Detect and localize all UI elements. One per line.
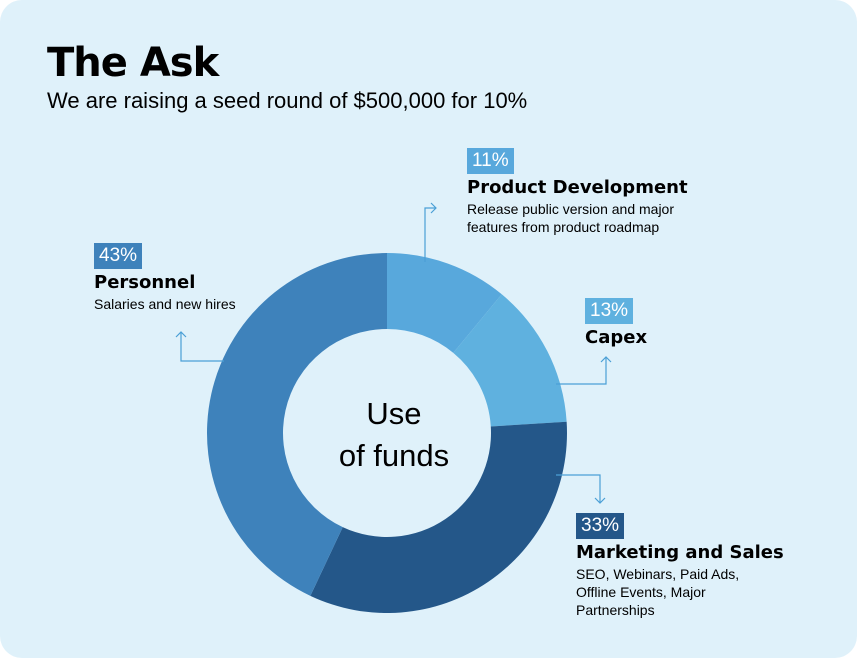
arrow-marketing (594, 497, 606, 504)
callout-desc-marketing-2: Offline Events, Major (576, 584, 706, 600)
callout-title-marketing: Marketing and Sales (576, 542, 784, 563)
callout-desc-marketing-3: Partnerships (576, 602, 655, 618)
page-subtitle: We are raising a seed round of $500,000 … (47, 88, 528, 113)
leader-line-marketing (556, 474, 601, 503)
callout-title-personnel: Personnel (94, 272, 196, 293)
callout-desc-product-2: features from product roadmap (467, 219, 660, 235)
donut-slice-personnel (206, 253, 387, 596)
callout-personnel: 43% Personnel Salaries and new hires (94, 243, 236, 313)
arrow-personnel (175, 331, 187, 338)
leader-line-personnel (180, 332, 224, 362)
callout-capex: 13% Capex (585, 298, 647, 350)
callout-title-capex: Capex (585, 327, 648, 348)
page-title: The Ask (47, 40, 219, 86)
donut-slice-marketing-and-sales (310, 421, 567, 614)
callout-desc-product-1: Release public version and major (467, 201, 674, 217)
arrow-product (430, 202, 437, 214)
donut-slice-capex (453, 294, 567, 427)
callout-marketing-sales: 33% Marketing and Sales SEO, Webinars, P… (576, 513, 784, 619)
percent-badge-product: 11% (467, 148, 514, 174)
callout-desc-marketing-1: SEO, Webinars, Paid Ads, (576, 566, 740, 582)
callout-title-product: Product Development (467, 177, 688, 198)
donut-slice-product-development (387, 253, 502, 353)
percent-badge-marketing: 33% (576, 513, 625, 539)
arrow-capex (600, 356, 612, 363)
donut-center-label: Use of funds (309, 393, 479, 477)
leader-line-product (424, 207, 436, 262)
callout-desc-personnel-1: Salaries and new hires (94, 296, 236, 312)
center-label-line1: Use (366, 396, 422, 431)
percent-badge-personnel: 43% (94, 243, 143, 269)
center-label-line2: of funds (338, 438, 450, 473)
percent-badge-capex: 13% (585, 298, 634, 324)
callout-product-development: 11% Product Development Release public v… (467, 148, 688, 236)
donut-slices (206, 253, 567, 614)
leader-line-capex (556, 357, 607, 385)
